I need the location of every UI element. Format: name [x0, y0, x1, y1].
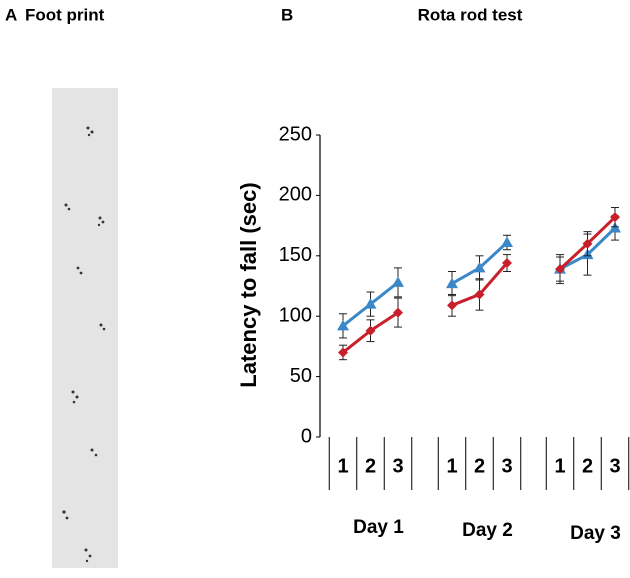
data-point	[474, 289, 485, 300]
x-tick-label: 2	[474, 455, 485, 477]
x-tick-label: 3	[609, 455, 620, 477]
data-point	[610, 212, 620, 223]
x-tick-label: 1	[554, 455, 565, 477]
data-point	[364, 298, 377, 309]
data-point	[501, 236, 513, 248]
x-tick-label: 3	[501, 455, 512, 477]
data-point	[337, 319, 349, 331]
data-point	[392, 276, 404, 287]
data-point	[555, 264, 565, 275]
data-point	[393, 307, 403, 318]
group-label: Day 3	[570, 523, 621, 544]
panel-title: Foot print	[25, 5, 105, 24]
y-tick-label: 100	[279, 304, 312, 326]
y-tick-label: 200	[279, 184, 312, 206]
y-axis-label: Latency to fall (sec)	[236, 182, 261, 387]
panel-title: Rota rod test	[418, 5, 523, 24]
x-tick-label: 1	[337, 455, 348, 477]
data-point	[473, 261, 486, 273]
data-point	[582, 238, 593, 249]
x-tick-label: 2	[365, 455, 376, 477]
footprint-photo	[52, 88, 118, 568]
group-label: Day 1	[353, 517, 404, 538]
y-tick-label: 0	[301, 425, 312, 447]
y-tick-label: 250	[279, 123, 312, 145]
data-point	[338, 347, 348, 358]
panel-letter: B	[281, 5, 293, 24]
data-point	[446, 277, 458, 289]
x-tick-label: 3	[392, 455, 403, 477]
x-tick-label: 2	[582, 455, 593, 477]
data-point	[502, 258, 512, 269]
y-tick-label: 150	[279, 244, 312, 266]
group-label: Day 2	[462, 520, 513, 541]
x-tick-label: 1	[446, 455, 457, 477]
y-tick-label: 50	[290, 365, 312, 387]
panel-letter: A	[5, 5, 17, 24]
data-point	[447, 300, 457, 311]
data-point	[365, 325, 376, 336]
